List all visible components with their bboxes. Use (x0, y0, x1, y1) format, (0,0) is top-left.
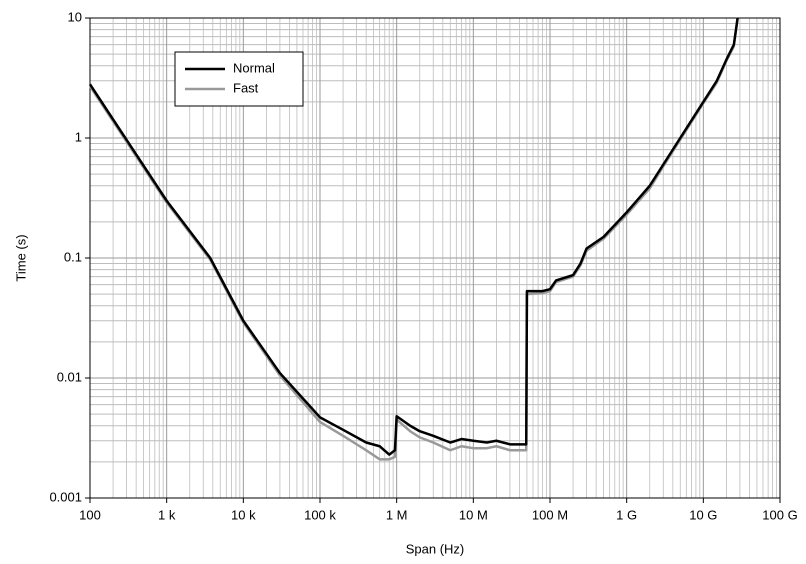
y-axis-label: Time (s) (13, 234, 28, 281)
x-tick-label: 100 G (762, 507, 797, 522)
x-tick-label: 10 G (689, 507, 717, 522)
legend: Normal Fast (174, 51, 304, 107)
legend-label: Normal (233, 60, 275, 75)
x-axis-label: Span (Hz) (406, 541, 465, 556)
x-tick-label: 10 k (231, 507, 256, 522)
y-tick-label: 0.01 (57, 369, 82, 384)
series-line (88, 17, 739, 456)
legend-box (174, 51, 304, 107)
x-tick-label: 100 M (532, 507, 568, 522)
y-tick-label: 10 (68, 9, 82, 24)
x-tick-label: 1 M (386, 507, 408, 522)
legend-label: Fast (233, 80, 259, 95)
x-tick-label: 1 G (616, 507, 637, 522)
x-tick-label: 1 k (158, 507, 176, 522)
x-tick-label: 100 (79, 507, 101, 522)
x-tick-label: 10 M (459, 507, 488, 522)
y-tick-label: 0.001 (49, 489, 82, 504)
x-tick-label: 100 k (304, 507, 336, 522)
plot-frame (89, 17, 781, 499)
y-tick-label: 1 (75, 129, 82, 144)
y-tick-label: 0.1 (64, 249, 82, 264)
